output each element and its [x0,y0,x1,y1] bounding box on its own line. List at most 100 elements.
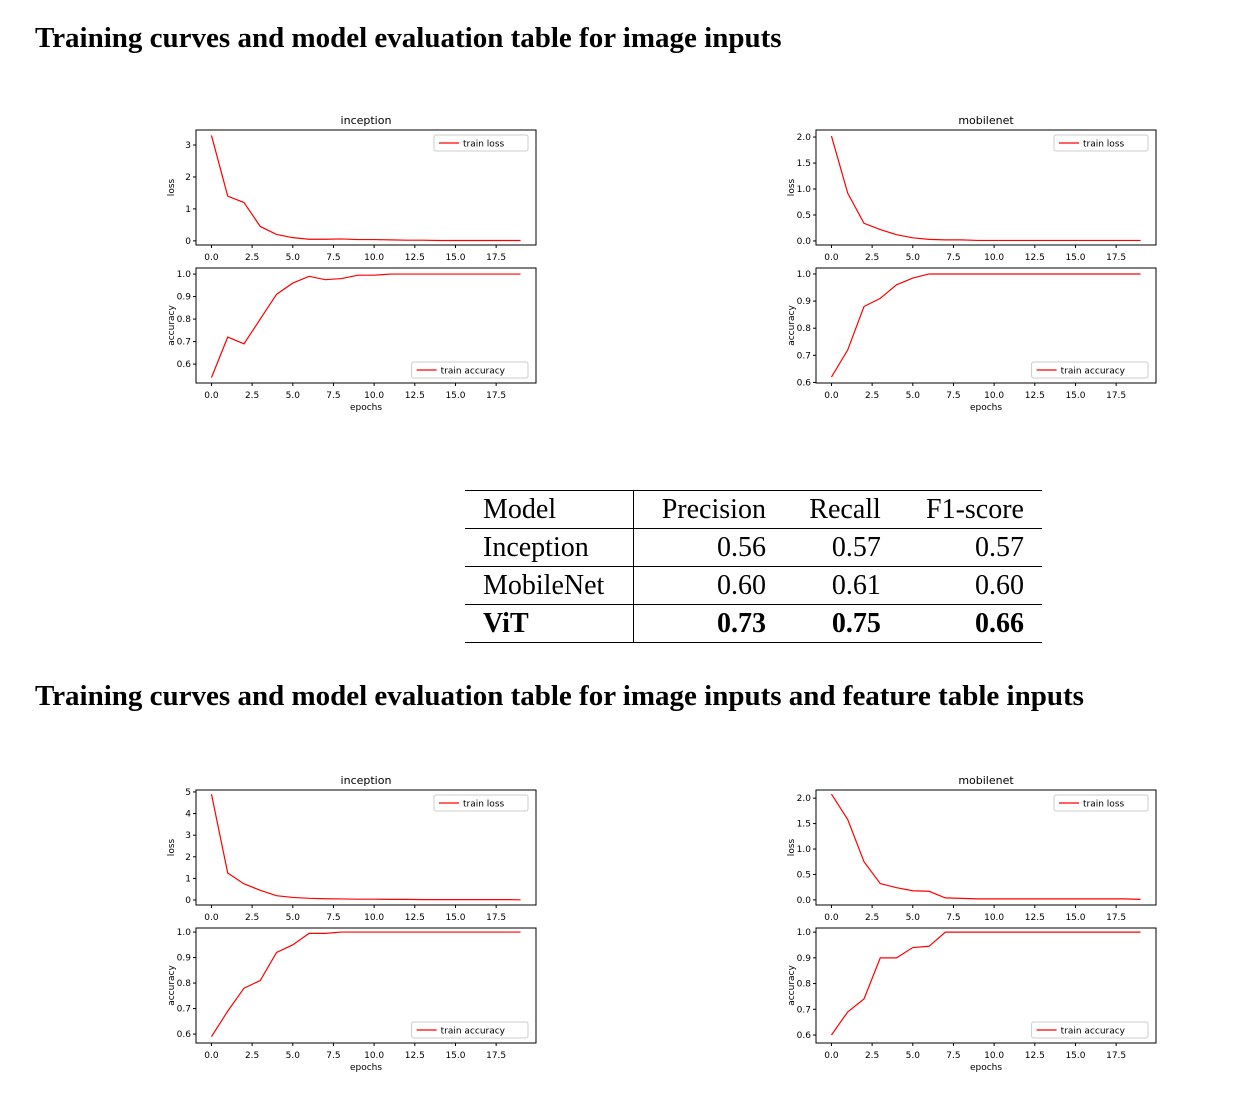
heading: Training curves and model evaluation tab… [35,22,782,54]
row: Model Precision Recall F1-score [465,490,1042,529]
x-tick-label: 7.5 [326,1051,340,1061]
x-tick-label: 15.0 [445,391,465,401]
y-axis-label: loss [787,838,797,856]
y-tick-label: 0.7 [177,1005,191,1015]
y-axis-label: accuracy [787,965,797,1006]
y-axis-label: accuracy [787,305,797,346]
legend-box [1031,361,1149,379]
y-tick-label: 0 [185,896,191,906]
x-tick-label: 7.5 [326,391,340,401]
cell: 0.73 [633,604,784,643]
x-tick-label: 12.5 [405,1051,425,1061]
y-tick-label: 0.8 [177,979,192,989]
x-tick-label: 12.5 [1025,1051,1045,1061]
legend-label: train accuracy [1061,367,1126,377]
y-tick-label: 0.7 [797,351,811,361]
cell: ViT [465,604,635,643]
loss-line [210,135,521,242]
y-tick-label: 2.0 [797,133,812,143]
x-tick-label: 0.0 [824,253,839,263]
cell: 0.60 [898,566,1042,605]
legend-box [433,134,529,152]
x-tick-label: 17.5 [1106,391,1126,401]
legend-label: train accuracy [441,367,506,377]
y-tick-label: 0.5 [797,211,811,221]
y-axis-label: accuracy [167,965,177,1006]
y-axis-label: loss [167,838,177,856]
legend-box [1031,1021,1149,1039]
x-tick-label: 15.0 [1065,1051,1085,1061]
x-tick-label: 12.5 [405,913,425,923]
x-tick-label: 7.5 [946,913,960,923]
x-axis-label: epochs [970,1063,1002,1073]
y-tick-label: 1 [185,205,191,215]
x-tick-label: 15.0 [1065,253,1085,263]
cell: 0.75 [783,604,899,643]
x-tick-label: 0.0 [204,391,219,401]
x-tick-label: 2.5 [245,1051,259,1061]
y-tick-label: 0.6 [177,360,192,370]
legend-label: train loss [1083,140,1125,150]
loss-line [830,135,1141,242]
y-tick-label: 1.0 [797,185,812,195]
y-axis-label: loss [167,178,177,196]
x-tick-label: 15.0 [445,253,465,263]
x-tick-label: 2.5 [245,253,259,263]
y-tick-label: 0.9 [177,293,192,303]
x-tick-label: 5.0 [906,391,921,401]
y-tick-label: 0.9 [177,954,192,964]
y-tick-label: 5 [185,788,191,798]
plot-frame [815,267,1157,384]
y-tick-label: 0.0 [797,237,812,247]
loss-line [210,931,521,1037]
legend-box [1053,134,1149,152]
x-tick-label: 15.0 [1065,391,1085,401]
cell: 0.60 [633,566,784,605]
y-tick-label: 0.6 [797,1031,812,1041]
y-tick-label: 0.9 [797,954,812,964]
x-tick-label: 12.5 [1025,253,1045,263]
x-tick-label: 0.0 [824,1051,839,1061]
y-tick-label: 1.5 [797,159,811,169]
legend-box [1053,794,1149,812]
x-tick-label: 12.5 [1025,391,1045,401]
legend-label: train accuracy [441,1027,506,1037]
legend-label: train loss [463,800,505,810]
y-tick-label: 3 [185,141,191,151]
y-tick-label: 0.8 [177,315,192,325]
x-tick-label: 0.0 [204,253,219,263]
x-tick-label: 2.5 [865,913,879,923]
chart-title: mobilenet [958,774,1014,787]
header-cell: Model [465,490,635,529]
x-tick-label: 5.0 [286,1051,301,1061]
x-tick-label: 10.0 [984,913,1004,923]
x-tick-label: 5.0 [286,391,301,401]
x-tick-label: 5.0 [906,1051,921,1061]
x-tick-label: 17.5 [1106,1051,1126,1061]
x-tick-label: 15.0 [1065,913,1085,923]
x-axis-label: epochs [970,403,1002,413]
x-tick-label: 17.5 [486,1051,506,1061]
y-tick-label: 0.0 [797,896,812,906]
loss-line [830,793,1141,901]
y-tick-label: 4 [185,810,191,820]
x-axis-label: epochs [350,403,382,413]
y-tick-label: 0 [185,237,191,247]
cell: 0.66 [898,604,1042,643]
plot-frame [815,927,1157,1044]
row: MobileNet 0.60 0.61 0.60 [465,566,1042,605]
chart-title: inception [341,114,392,127]
legend-box [411,1021,529,1039]
eval-table: Model Precision Recall F1-score Inception 0.… [465,490,1042,643]
x-tick-label: 5.0 [906,913,921,923]
loss-line [210,273,521,378]
y-tick-label: 1.0 [177,270,192,280]
legend-label: train loss [1083,800,1125,810]
x-tick-label: 7.5 [946,253,960,263]
row: ViT 0.73 0.75 0.66 [465,604,1042,643]
plot-frame [815,789,1157,906]
x-tick-label: 12.5 [405,391,425,401]
chart-title: mobilenet [958,114,1014,127]
loss-line [830,931,1141,1036]
